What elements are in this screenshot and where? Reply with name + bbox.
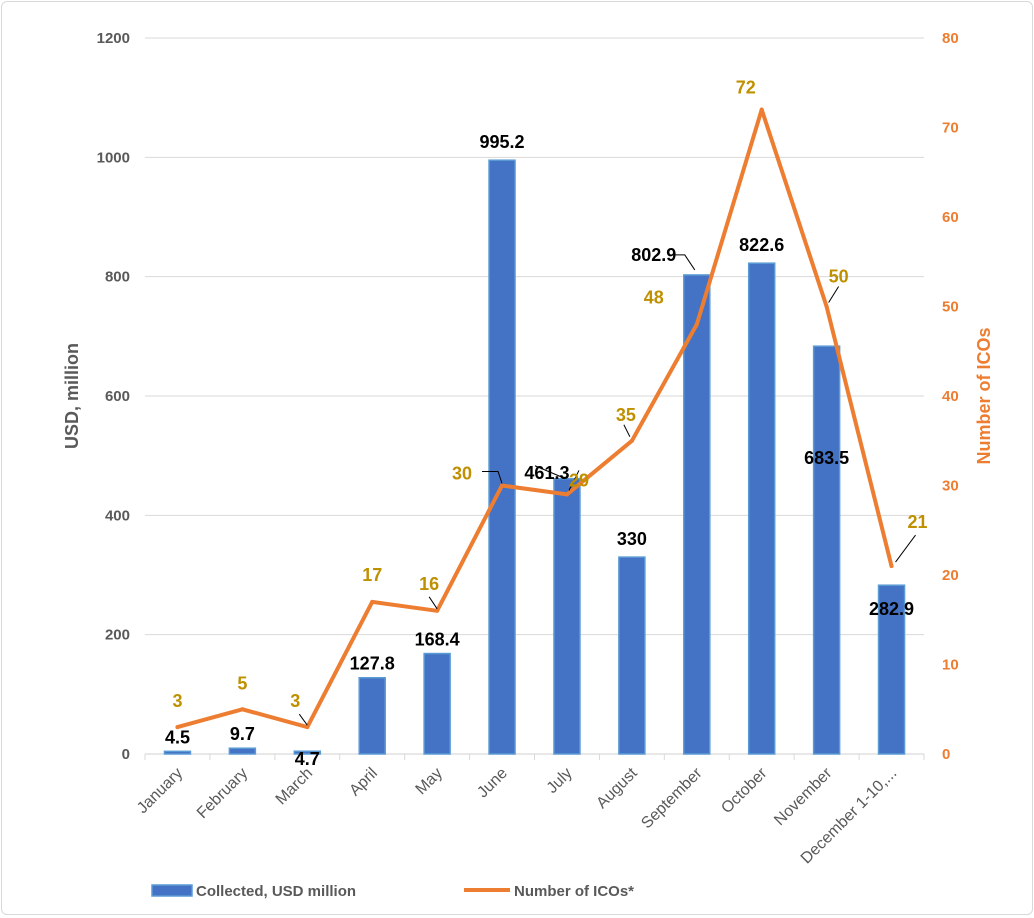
leader-line xyxy=(482,471,503,484)
y2-tick-label: 70 xyxy=(942,120,959,137)
leader-line xyxy=(828,286,840,303)
y-tick-label: 600 xyxy=(105,388,130,405)
y-tick-label: 1200 xyxy=(97,30,130,47)
legend: Collected, USD million Number of ICOs* xyxy=(151,883,634,900)
bar xyxy=(423,652,451,755)
legend-line-label: Number of ICOs* xyxy=(514,883,634,900)
bar-value-label: 9.7 xyxy=(230,724,255,744)
line-point xyxy=(889,564,894,569)
bar-value-label: 4.7 xyxy=(295,749,320,769)
line-point xyxy=(370,599,375,604)
y2-tick-label: 40 xyxy=(942,388,959,405)
bar xyxy=(163,750,192,755)
bar-value-label: 4.5 xyxy=(165,727,190,747)
y-tick-label: 400 xyxy=(105,507,130,524)
y-tick-label: 0 xyxy=(122,746,130,763)
line-point xyxy=(240,707,245,712)
bar xyxy=(747,262,776,755)
y2-tick-label: 0 xyxy=(942,746,950,763)
y2-tick-label: 30 xyxy=(942,478,959,495)
legend-bar-label: Collected, USD million xyxy=(196,883,356,900)
bar xyxy=(683,274,711,755)
x-tick-label: April xyxy=(346,765,381,800)
line-value-label: 48 xyxy=(644,287,664,307)
bar-value-label: 461.3 xyxy=(524,463,569,483)
x-tick-label: October xyxy=(718,764,771,817)
line-point xyxy=(564,492,569,497)
line-value-label: 29 xyxy=(569,470,589,490)
bar-value-label: 802.9 xyxy=(631,245,676,265)
y2-tick-label: 20 xyxy=(942,567,959,584)
bar-value-label: 995.2 xyxy=(480,132,525,152)
bar-value-label: 822.6 xyxy=(739,235,784,255)
leader-line xyxy=(298,713,308,726)
bar xyxy=(488,159,516,755)
y-tick-label: 200 xyxy=(105,627,130,644)
line-value-label: 30 xyxy=(452,464,472,484)
line-value-label: 16 xyxy=(419,574,439,594)
line-point xyxy=(694,322,699,327)
y2-tick-label: 50 xyxy=(942,299,959,316)
line-point xyxy=(435,608,440,613)
bar xyxy=(618,556,646,755)
bar xyxy=(293,750,322,755)
x-tick-label: September xyxy=(638,764,706,832)
bar-value-label: 168.4 xyxy=(415,630,460,650)
x-tick-label: August xyxy=(593,764,641,812)
line-value-label: 35 xyxy=(616,405,636,425)
line-value-label: 50 xyxy=(829,267,849,287)
x-tick-label: March xyxy=(273,765,316,808)
x-tick-label: January xyxy=(134,765,186,817)
y2-axis-title: Number of ICOs xyxy=(974,327,994,464)
leader-line xyxy=(674,254,696,271)
bar-value-label: 683.5 xyxy=(804,448,849,468)
bar xyxy=(812,345,841,755)
y2-tick-label: 10 xyxy=(942,657,959,674)
line-value-label: 3 xyxy=(290,691,300,711)
line-value-label: 5 xyxy=(237,673,247,693)
x-tick-label: May xyxy=(413,765,446,798)
bar xyxy=(553,478,581,755)
y-axis-title: USD, million xyxy=(62,343,82,449)
leader-line xyxy=(623,424,631,437)
leader-line xyxy=(568,470,580,491)
bar-value-label: 127.8 xyxy=(350,654,395,674)
bar xyxy=(877,584,906,755)
leader-line xyxy=(895,534,916,563)
y2-tick-label: 80 xyxy=(942,30,959,47)
line-value-label: 72 xyxy=(736,78,756,98)
bar-value-label: 330 xyxy=(617,529,647,549)
line-point xyxy=(824,304,829,309)
line-point xyxy=(305,725,310,730)
leader-line xyxy=(428,596,438,610)
legend-bar-swatch xyxy=(151,884,193,897)
y-tick-label: 1000 xyxy=(97,149,130,166)
line-point xyxy=(175,725,180,730)
x-tick-label: November xyxy=(771,764,836,829)
x-tick-label: July xyxy=(544,765,576,797)
line-value-label: 17 xyxy=(362,565,382,585)
bar xyxy=(228,747,257,755)
leader-line xyxy=(534,465,562,478)
bar-value-label: 282.9 xyxy=(869,599,914,619)
y2-tick-label: 60 xyxy=(942,209,959,226)
y-tick-label: 800 xyxy=(105,269,130,286)
line-value-label: 3 xyxy=(172,691,182,711)
line-point xyxy=(759,107,764,112)
series-line xyxy=(175,107,894,730)
line-point xyxy=(629,438,634,443)
bar xyxy=(358,676,386,755)
line-value-label: 21 xyxy=(908,512,928,532)
line-point xyxy=(500,483,505,488)
x-tick-label: February xyxy=(194,765,251,822)
x-tick-label: June xyxy=(474,765,511,802)
